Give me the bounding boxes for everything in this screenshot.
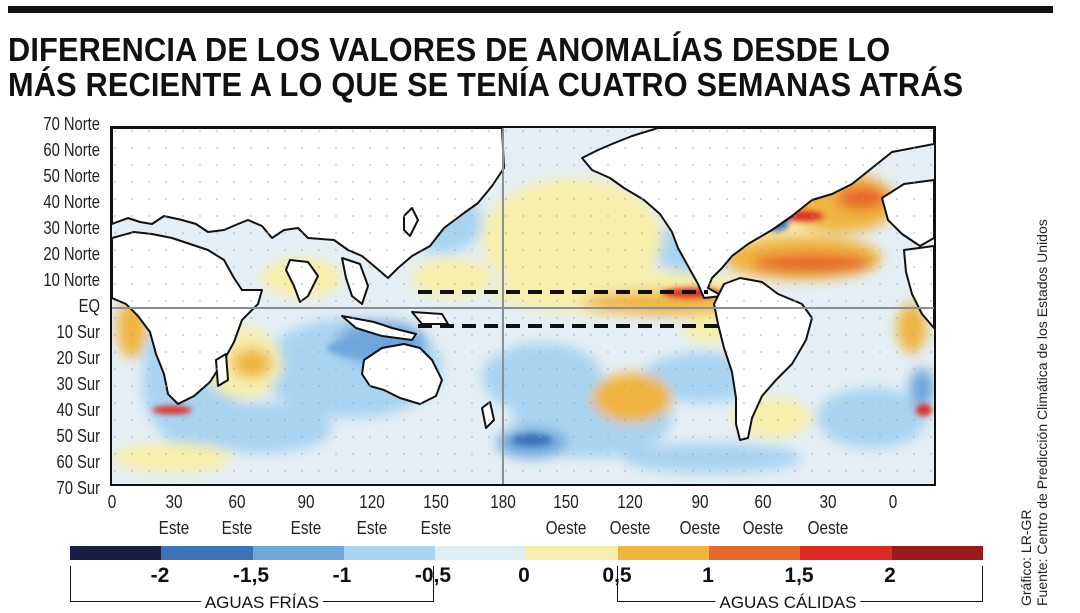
legend-value: -1 — [332, 564, 352, 587]
lon-label-0-west: 0 — [888, 492, 898, 512]
lat-label-20n: 20 Norte — [43, 244, 100, 264]
top-rule — [8, 6, 1053, 13]
lat-label-50n: 50 Norte — [43, 166, 100, 186]
lon-label-150e: 150 Este — [420, 492, 452, 538]
warm-water-label: AGUAS CÁLIDAS — [715, 593, 861, 613]
lat-label-30s: 30 Sur — [56, 374, 100, 394]
legend-swatch — [343, 546, 436, 560]
lat-label-30n: 30 Norte — [43, 218, 100, 238]
title-line-2: MÁS RECIENTE A LO QUE SE TENÍA CUATRO SE… — [8, 66, 964, 103]
lon-label-60e: 60 Este — [221, 492, 253, 538]
legend-swatch — [891, 546, 983, 560]
lon-label-120w: 120 Oeste — [609, 492, 651, 538]
legend-swatch — [526, 546, 618, 560]
cold-water-label: AGUAS FRÍAS — [200, 593, 324, 613]
lon-label-180: 180 — [490, 492, 516, 512]
legend-swatch — [435, 546, 527, 560]
lon-label-90w: 90 Oeste — [679, 492, 721, 538]
legend-value: -1,5 — [232, 564, 270, 587]
legend-value: 1,5 — [784, 564, 814, 587]
lat-label-20s: 20 Sur — [56, 348, 100, 368]
legend-value: 1 — [702, 564, 714, 587]
map-canvas — [112, 128, 934, 484]
lat-label-10s: 10 Sur — [56, 322, 100, 342]
legend-value: -2 — [150, 564, 170, 587]
lat-label-40s: 40 Sur — [56, 400, 100, 420]
title-line-1: DIFERENCIA DE LOS VALORES DE ANOMALÍAS D… — [8, 31, 891, 68]
legend-swatch — [161, 546, 253, 560]
legend-value: 0,5 — [602, 564, 632, 587]
dot-grid — [112, 128, 934, 484]
lat-label-70s: 70 Sur — [56, 478, 100, 498]
lat-label-50s: 50 Sur — [56, 426, 100, 446]
lat-label-eq: EQ — [78, 296, 100, 316]
lon-label-60w: 60 Oeste — [742, 492, 784, 538]
legend-swatch — [252, 546, 344, 560]
legend-value: 2 — [884, 564, 896, 587]
lon-label-90e: 90 Este — [290, 492, 322, 538]
lat-label-40n: 40 Norte — [43, 192, 100, 212]
lon-label-30w: 30 Oeste — [807, 492, 849, 538]
lat-label-10n: 10 Norte — [43, 270, 100, 290]
lon-label-150w: 150 Oeste — [545, 492, 587, 538]
lat-label-60s: 60 Sur — [56, 452, 100, 472]
lat-label-60n: 60 Norte — [43, 140, 100, 160]
lon-label-120e: 120 Este — [356, 492, 388, 538]
legend-swatch — [709, 546, 801, 560]
graphic-credit: Gráfico: LR-GR — [1018, 509, 1034, 606]
legend-swatch — [70, 546, 162, 560]
page-title: DIFERENCIA DE LOS VALORES DE ANOMALÍAS D… — [8, 32, 985, 102]
legend-swatch — [800, 546, 892, 560]
legend-color-bar — [70, 546, 983, 560]
source-credit: Fuente: Centro de Predicción Climática d… — [1034, 219, 1050, 606]
legend-swatch — [617, 546, 710, 560]
credits: Gráfico: LR-GR Fuente: Centro de Predicc… — [1018, 219, 1050, 606]
anomaly-map — [110, 126, 936, 486]
legend-value: 0 — [518, 564, 530, 587]
lon-label-0: 0 — [107, 492, 117, 512]
lat-label-70n: 70 Norte — [43, 114, 100, 134]
lon-label-30e: 30 Este — [158, 492, 190, 538]
